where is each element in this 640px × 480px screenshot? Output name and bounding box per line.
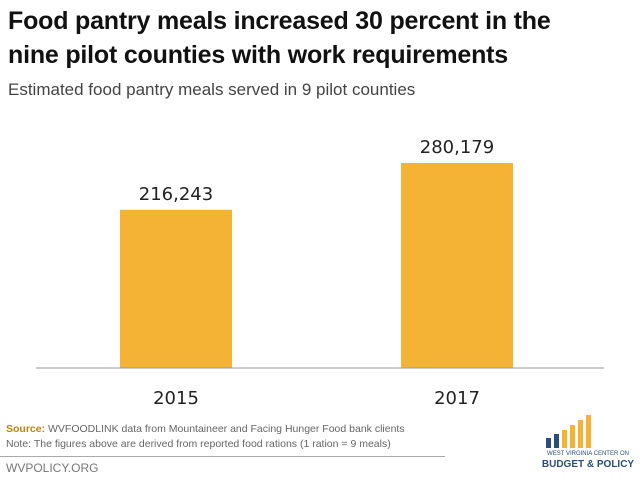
wvcbp-logo: WEST VIRGINIA CENTER ON BUDGET & POLICY: [538, 414, 638, 478]
bar-2017: [401, 163, 513, 368]
x-tick-label: 2017: [434, 388, 480, 409]
chart-subtitle: Estimated food pantry meals served in 9 …: [8, 80, 416, 99]
chart-title: Food pantry meals increased 30 percent i…: [8, 4, 638, 72]
source-text: WVFOODLINK data from Mountaineer and Fac…: [45, 423, 405, 435]
bar-2015: [120, 209, 232, 368]
footer-divider: [0, 456, 445, 457]
x-tick-label: 2015: [153, 388, 199, 409]
title-line-2: nine pilot counties with work requiremen…: [8, 41, 508, 69]
logo-line-2: BUDGET & POLICY: [541, 459, 635, 470]
bar-chart: 216,243 2015 280,179 2017: [36, 137, 604, 409]
data-label: 216,243: [139, 184, 213, 205]
title-line-1: Food pantry meals increased 30 percent i…: [8, 7, 551, 35]
logo-bars-icon: [546, 415, 591, 448]
logo-line-1: WEST VIRGINIA CENTER ON: [547, 451, 629, 457]
note-text: Note: The figures above are derived from…: [6, 438, 391, 450]
chart-header: Food pantry meals increased 30 percent i…: [8, 4, 638, 100]
source-note: Source: WVFOODLINK data from Mountaineer…: [6, 422, 405, 452]
data-label: 280,179: [420, 137, 494, 158]
site-url: WVPOLICY.ORG: [6, 461, 99, 475]
source-label: Source:: [6, 423, 46, 435]
